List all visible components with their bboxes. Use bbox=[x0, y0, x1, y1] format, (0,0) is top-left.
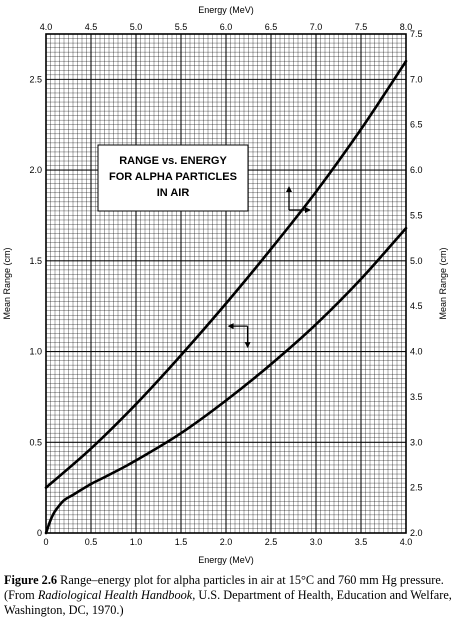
caption-text-end: , U.S. Department of Health, Education a… bbox=[4, 588, 452, 617]
y-right-tick-label: 2.5 bbox=[410, 483, 423, 493]
y-left-tick-label: 1.5 bbox=[29, 256, 42, 266]
y-right-tick-label: 2.0 bbox=[410, 528, 423, 538]
chart-title-box: RANGE vs. ENERGY FOR ALPHA PARTICLES IN … bbox=[97, 144, 249, 212]
x-top-tick-label: 4.5 bbox=[85, 22, 98, 32]
x-bottom-tick-label: 0 bbox=[43, 537, 48, 547]
x-top-tick-label: 5.0 bbox=[130, 22, 143, 32]
y-right-tick-label: 4.5 bbox=[410, 301, 423, 311]
axis-pointer-arrows bbox=[227, 186, 311, 349]
x-bottom-tick-label: 4.0 bbox=[400, 537, 413, 547]
y-right-tick-label: 5.0 bbox=[410, 256, 423, 266]
x-top-tick-label: 7.5 bbox=[355, 22, 368, 32]
y-right-tick-label: 7.0 bbox=[410, 74, 423, 84]
y-right-tick-label: 5.5 bbox=[410, 210, 423, 220]
arrow-head bbox=[244, 342, 251, 349]
series-line-bottom-left bbox=[44, 226, 408, 535]
tick-labels: 0 0.5 1.0 1.5 2.0 2.5 3.0 3.5 4.0 4.0 4.5 5.0 5.5 6.0… bbox=[29, 22, 422, 547]
series-layer bbox=[44, 59, 408, 535]
arrow-head bbox=[286, 186, 292, 193]
y-right-axis-title: Mean Range (cm) bbox=[438, 247, 448, 319]
chart-grid bbox=[46, 34, 406, 533]
caption-text: Range–energy plot for alpha particles in… bbox=[4, 573, 444, 602]
x-top-tick-label: 4.0 bbox=[40, 22, 53, 32]
x-bottom-tick-label: 3.5 bbox=[355, 537, 368, 547]
x-bottom-axis-title: Energy (MeV) bbox=[198, 555, 254, 565]
y-right-tick-label: 7.5 bbox=[410, 29, 423, 39]
plot-frame bbox=[45, 33, 407, 534]
y-right-tick-label: 6.5 bbox=[410, 120, 423, 130]
y-left-tick-label: 0.5 bbox=[29, 437, 42, 447]
x-bottom-tick-label: 2.0 bbox=[220, 537, 233, 547]
y-right-tick-label: 6.0 bbox=[410, 165, 423, 175]
figure-label: Figure 2.6 bbox=[4, 573, 58, 587]
chart-title-line: IN AIR bbox=[157, 187, 190, 199]
x-top-tick-label: 8.0 bbox=[400, 22, 413, 32]
y-left-tick-label: 2.5 bbox=[29, 74, 42, 84]
y-right-tick-label: 3.0 bbox=[410, 437, 423, 447]
x-top-axis-title: Energy (MeV) bbox=[198, 5, 254, 15]
caption-source: Radiological Health Handbook bbox=[37, 588, 193, 602]
arrow-head bbox=[227, 323, 234, 330]
series-line-top-right bbox=[44, 59, 408, 489]
y-left-tick-label: 1.0 bbox=[29, 347, 42, 357]
x-bottom-tick-label: 3.0 bbox=[310, 537, 323, 547]
x-top-tick-label: 6.5 bbox=[265, 22, 278, 32]
y-right-tick-label: 4.0 bbox=[410, 347, 423, 357]
x-bottom-tick-label: 1.0 bbox=[130, 537, 143, 547]
title-box-background bbox=[97, 144, 249, 212]
x-bottom-tick-label: 2.5 bbox=[265, 537, 278, 547]
x-bottom-tick-label: 1.5 bbox=[175, 537, 188, 547]
y-left-tick-label: 0 bbox=[37, 528, 42, 538]
range-energy-chart: 0 0.5 1.0 1.5 2.0 2.5 3.0 3.5 4.0 4.0 4.5 5.0 5.5 6.0… bbox=[2, 5, 448, 565]
arrow-head bbox=[305, 207, 311, 214]
x-top-tick-label: 5.5 bbox=[175, 22, 188, 32]
y-right-tick-label: 3.5 bbox=[410, 392, 423, 402]
chart-title-line: FOR ALPHA PARTICLES bbox=[109, 171, 237, 183]
chart-title-line: RANGE vs. ENERGY bbox=[119, 155, 227, 167]
y-left-axis-title: Mean Range (cm) bbox=[2, 247, 12, 319]
x-bottom-tick-label: 0.5 bbox=[85, 537, 98, 547]
x-top-tick-label: 7.0 bbox=[310, 22, 323, 32]
x-top-tick-label: 6.0 bbox=[220, 22, 233, 32]
y-left-tick-label: 2.0 bbox=[29, 165, 42, 175]
figure-caption: Figure 2.6 Range–energy plot for alpha p… bbox=[4, 573, 456, 618]
